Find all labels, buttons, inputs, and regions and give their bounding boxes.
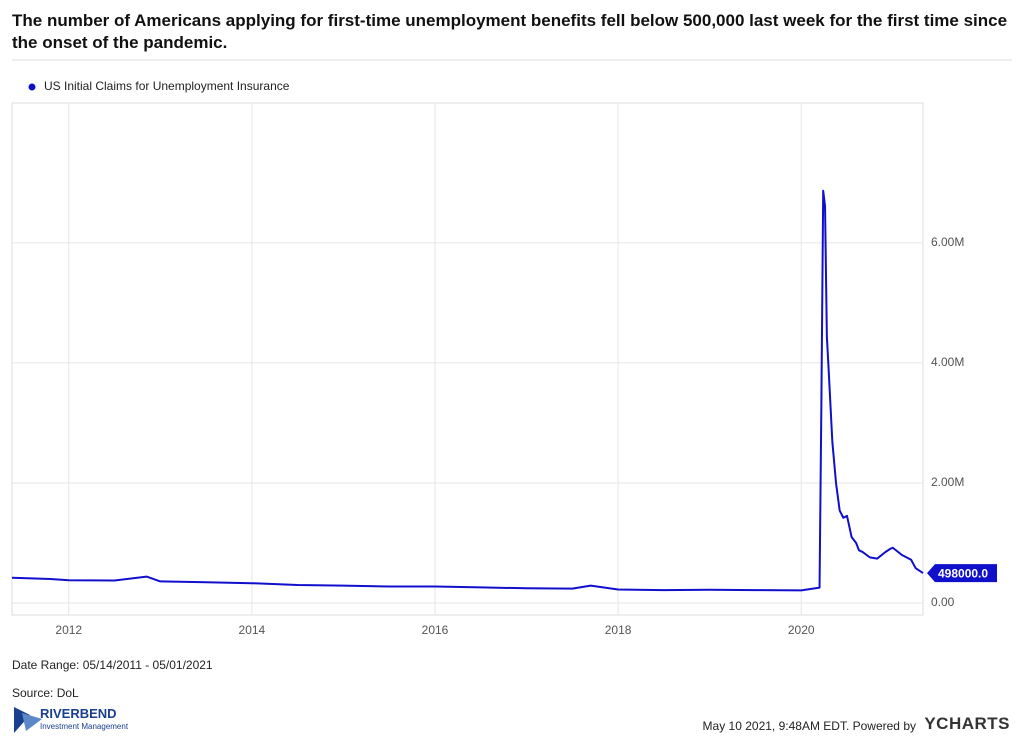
date-range: Date Range: 05/14/2011 - 05/01/2021 (12, 658, 213, 672)
x-tick-label: 2020 (788, 623, 815, 637)
x-tick-label: 2016 (422, 623, 449, 637)
plot-frame (11, 102, 924, 616)
y-tick-label: 6.00M (931, 235, 964, 249)
logo-name: RIVERBEND (40, 706, 117, 721)
x-tick-label: 2018 (605, 623, 632, 637)
brand: YCHARTS (924, 714, 1010, 733)
x-tick-label: 2014 (239, 623, 266, 637)
value-label-box (927, 564, 997, 583)
legend-label: US Initial Claims for Unemployment Insur… (44, 79, 290, 93)
line (11, 189, 924, 592)
timestamp: May 10 2021, 9:48AM EDT. Powered by (702, 719, 916, 733)
y-tick-label: 0.00 (931, 595, 955, 609)
legend-marker (28, 83, 36, 91)
logo-icon (14, 707, 42, 733)
chart: 0.00 2.00M 4.00M 6.00M 2012 2014 2016 2018 2020 4… (11, 59, 1012, 637)
chart-title: The number of Americans applying for fir… (12, 11, 1008, 52)
y-tick-label: 4.00M (931, 355, 964, 369)
value-label: 498000.0 (938, 566, 988, 580)
source: Source: DoL (12, 686, 79, 700)
logo-tagline: Investment Management (40, 722, 129, 731)
x-tick-label: 2012 (55, 623, 82, 637)
y-tick-label: 2.00M (931, 475, 964, 489)
